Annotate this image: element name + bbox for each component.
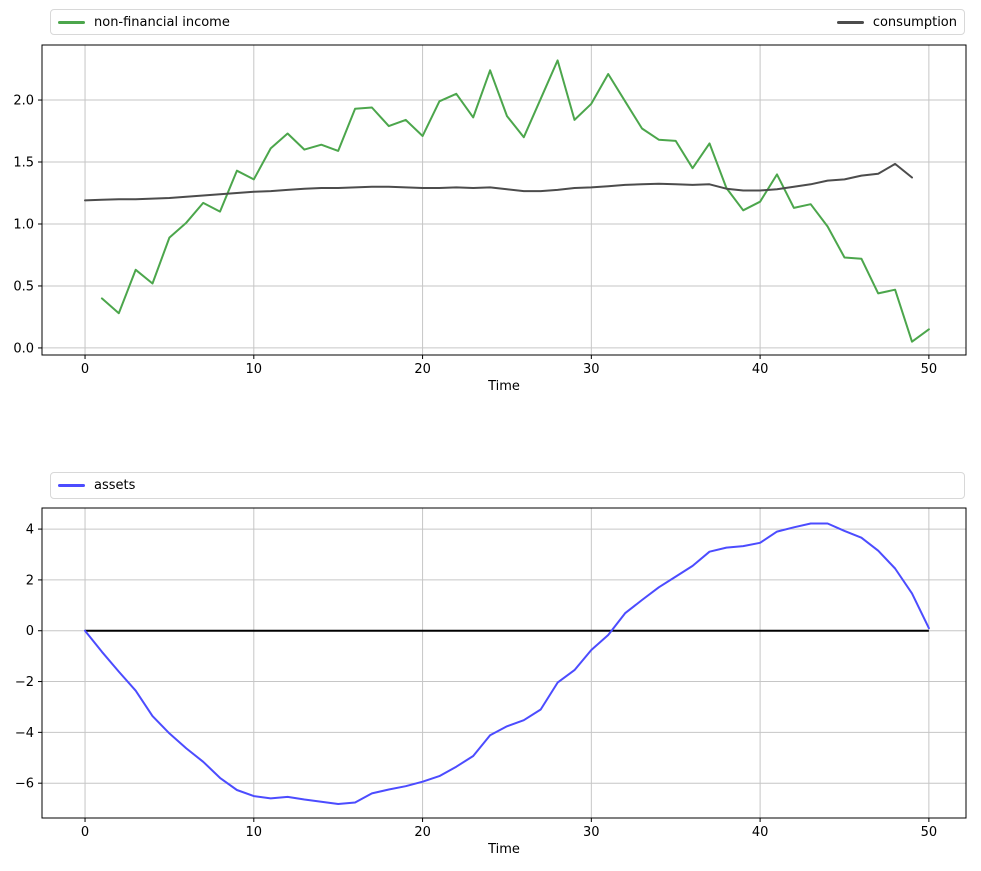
- non-financial-income-line: [100, 59, 930, 343]
- y-tick-label: 0.5: [13, 280, 34, 295]
- x-tick-label: 40: [752, 825, 769, 840]
- x-tick-label: 30: [583, 825, 600, 840]
- x-tick-label: 40: [752, 362, 769, 377]
- chart-0: 0 10 20 30 40 50 0.0 0.5 1.0 1.5 2.0: [13, 44, 967, 378]
- legend-item-non-financial-income: non-financial income: [58, 16, 230, 29]
- gridlines: [42, 508, 966, 818]
- x-tick-label: 10: [246, 362, 263, 377]
- assets-line: [84, 522, 930, 805]
- legend-item-consumption: consumption: [836, 14, 957, 30]
- income-legend-label: non-financial income: [94, 14, 230, 30]
- y-tick-label: 0: [26, 624, 34, 639]
- y-tick-label: 2.0: [13, 94, 34, 109]
- x-tick-label: 10: [246, 825, 263, 840]
- assets-legend-label: assets: [94, 478, 136, 493]
- top-legend: non-financial income consumption: [50, 9, 965, 35]
- consumption-line: [84, 162, 913, 202]
- consumption-legend-label: consumption: [872, 14, 957, 30]
- top-chart-xaxis-label: Time: [488, 379, 520, 394]
- x-tick-label: 30: [583, 362, 600, 377]
- axes-spines: [41, 507, 967, 819]
- y-tick-label: 2: [26, 573, 34, 588]
- consumption-line-swatch: [836, 20, 864, 24]
- bottom-chart-xaxis-label: Time: [488, 842, 520, 857]
- assets-line-swatch: [58, 484, 85, 487]
- y-tick-label: 1.5: [13, 156, 34, 171]
- gridlines: [42, 45, 966, 355]
- y-tick-label: 0.0: [13, 341, 34, 356]
- y-tick-label: 1.0: [13, 218, 34, 233]
- income-line-swatch: [58, 20, 85, 24]
- axis-ticks: 0 10 20 30 40 50 0.0 0.5 1.0 1.5 2.0: [13, 94, 937, 378]
- axes-spines: [41, 44, 967, 356]
- legend-item-assets: assets: [58, 479, 135, 492]
- x-tick-label: 20: [414, 362, 431, 377]
- x-tick-label: 50: [921, 362, 938, 377]
- x-tick-label: 50: [921, 825, 938, 840]
- x-tick-label: 0: [81, 362, 89, 377]
- y-tick-label: −6: [15, 777, 34, 792]
- y-tick-label: −2: [15, 675, 34, 690]
- bottom-legend: assets: [50, 472, 965, 499]
- y-tick-label: 4: [26, 523, 34, 538]
- x-tick-label: 20: [414, 825, 431, 840]
- y-tick-label: −4: [15, 726, 34, 741]
- x-tick-label: 0: [81, 825, 89, 840]
